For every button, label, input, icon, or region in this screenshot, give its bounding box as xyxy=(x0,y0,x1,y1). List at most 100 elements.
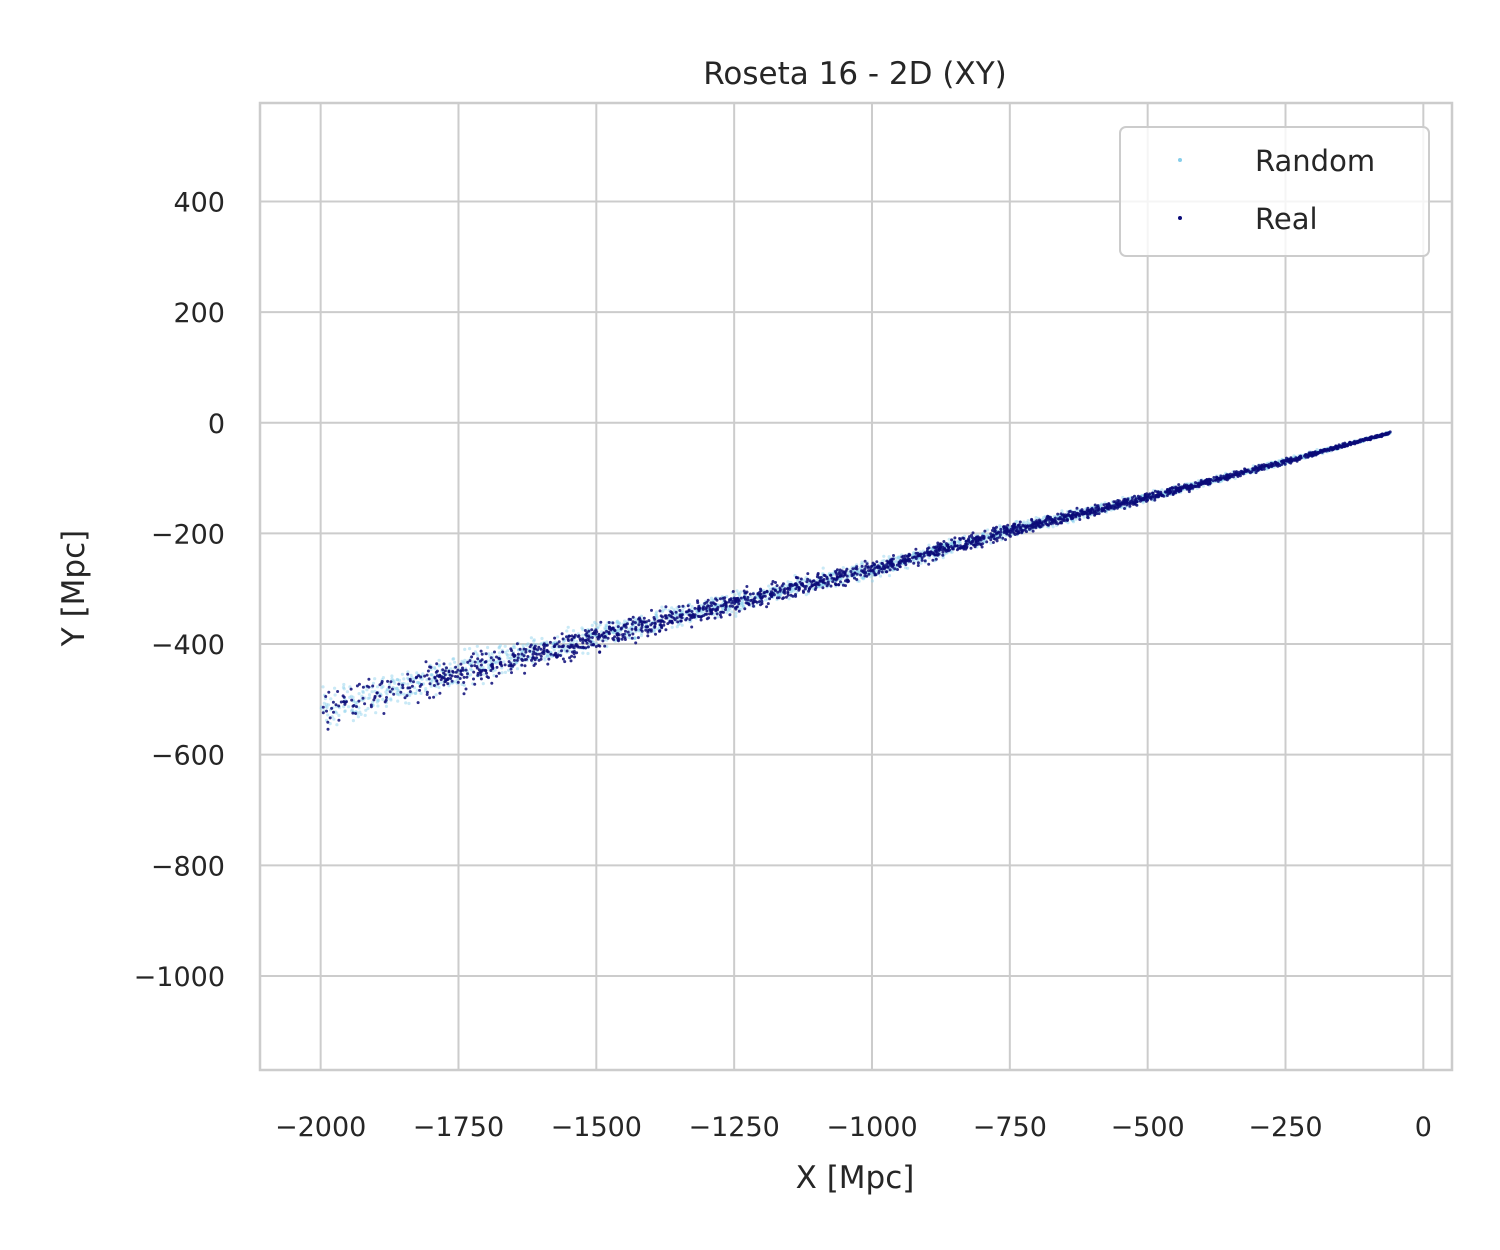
point-random xyxy=(539,642,543,646)
point-real xyxy=(1100,506,1104,510)
point-random xyxy=(381,697,385,702)
point-random xyxy=(604,623,608,627)
point-real xyxy=(1297,456,1301,460)
point-real xyxy=(596,637,600,641)
point-real xyxy=(794,587,798,591)
point-real xyxy=(855,567,859,571)
point-real xyxy=(1153,498,1157,502)
point-real xyxy=(585,631,589,635)
point-real xyxy=(920,556,924,560)
y-tick-label: −1000 xyxy=(134,962,225,993)
point-real xyxy=(350,698,354,702)
point-random xyxy=(855,569,860,574)
point-random xyxy=(677,622,681,627)
point-real xyxy=(1008,531,1012,535)
point-real xyxy=(998,533,1002,537)
point-random xyxy=(521,643,525,647)
point-real xyxy=(843,572,847,576)
point-random xyxy=(568,649,572,653)
point-real xyxy=(530,658,533,662)
point-real xyxy=(631,620,635,624)
point-real xyxy=(776,590,780,594)
point-real xyxy=(918,552,922,556)
point-random xyxy=(768,587,772,592)
point-real xyxy=(1135,500,1139,504)
point-random xyxy=(839,577,843,581)
point-random xyxy=(615,621,619,625)
point-random xyxy=(727,607,731,611)
point-real xyxy=(971,531,975,535)
x-tick-label: 0 xyxy=(1415,1112,1432,1143)
point-random xyxy=(735,589,739,593)
point-real xyxy=(1021,523,1025,527)
point-real xyxy=(816,572,820,575)
point-random xyxy=(468,647,472,651)
point-random xyxy=(820,583,824,588)
point-real xyxy=(520,663,524,667)
x-axis-label: X [Mpc] xyxy=(796,1160,915,1196)
point-real xyxy=(896,568,899,571)
point-real xyxy=(662,623,666,627)
point-real xyxy=(472,670,476,674)
point-random xyxy=(736,591,740,596)
point-real xyxy=(611,621,615,625)
point-real xyxy=(1041,523,1045,527)
point-random xyxy=(385,692,389,696)
point-real xyxy=(865,562,869,566)
point-real xyxy=(357,682,361,686)
point-real xyxy=(416,701,420,705)
point-random xyxy=(633,636,637,640)
point-real xyxy=(367,677,371,681)
point-real xyxy=(953,540,956,544)
point-real xyxy=(788,587,792,591)
point-real xyxy=(885,563,889,566)
point-real xyxy=(575,644,579,648)
point-real xyxy=(693,606,697,610)
point-random xyxy=(861,576,865,580)
point-real xyxy=(520,652,524,656)
point-real xyxy=(1053,516,1057,520)
point-random xyxy=(343,709,347,713)
point-real xyxy=(981,542,984,546)
point-real xyxy=(560,649,563,653)
point-real xyxy=(643,620,647,624)
point-real xyxy=(702,614,705,618)
point-real xyxy=(834,578,838,582)
point-random xyxy=(385,688,389,692)
point-real xyxy=(992,526,995,530)
point-real xyxy=(601,639,605,643)
point-real xyxy=(1086,516,1090,520)
point-random xyxy=(998,524,1002,528)
point-random xyxy=(337,713,341,718)
point-real xyxy=(516,656,520,660)
point-real xyxy=(829,573,833,577)
point-random xyxy=(509,653,513,657)
point-real xyxy=(688,618,692,621)
point-real xyxy=(1043,519,1047,523)
point-real xyxy=(724,603,728,607)
point-real xyxy=(1348,440,1352,444)
point-random xyxy=(508,656,512,660)
point-real xyxy=(953,544,957,548)
point-real xyxy=(1030,517,1034,521)
point-random xyxy=(430,677,435,681)
point-random xyxy=(397,678,402,683)
point-random xyxy=(506,649,510,653)
point-random xyxy=(335,711,339,715)
point-real xyxy=(542,648,546,652)
point-random xyxy=(374,711,378,715)
point-real xyxy=(653,625,657,629)
point-random xyxy=(525,643,529,647)
point-real xyxy=(973,537,977,540)
point-real xyxy=(1031,529,1035,533)
point-random xyxy=(434,693,438,697)
point-real xyxy=(476,673,480,677)
point-random xyxy=(654,613,659,618)
point-real xyxy=(1048,521,1052,525)
point-real xyxy=(557,640,561,644)
point-real xyxy=(863,574,867,578)
point-random xyxy=(351,695,355,699)
point-real xyxy=(598,644,602,648)
point-real xyxy=(713,616,717,620)
point-real xyxy=(378,694,382,698)
